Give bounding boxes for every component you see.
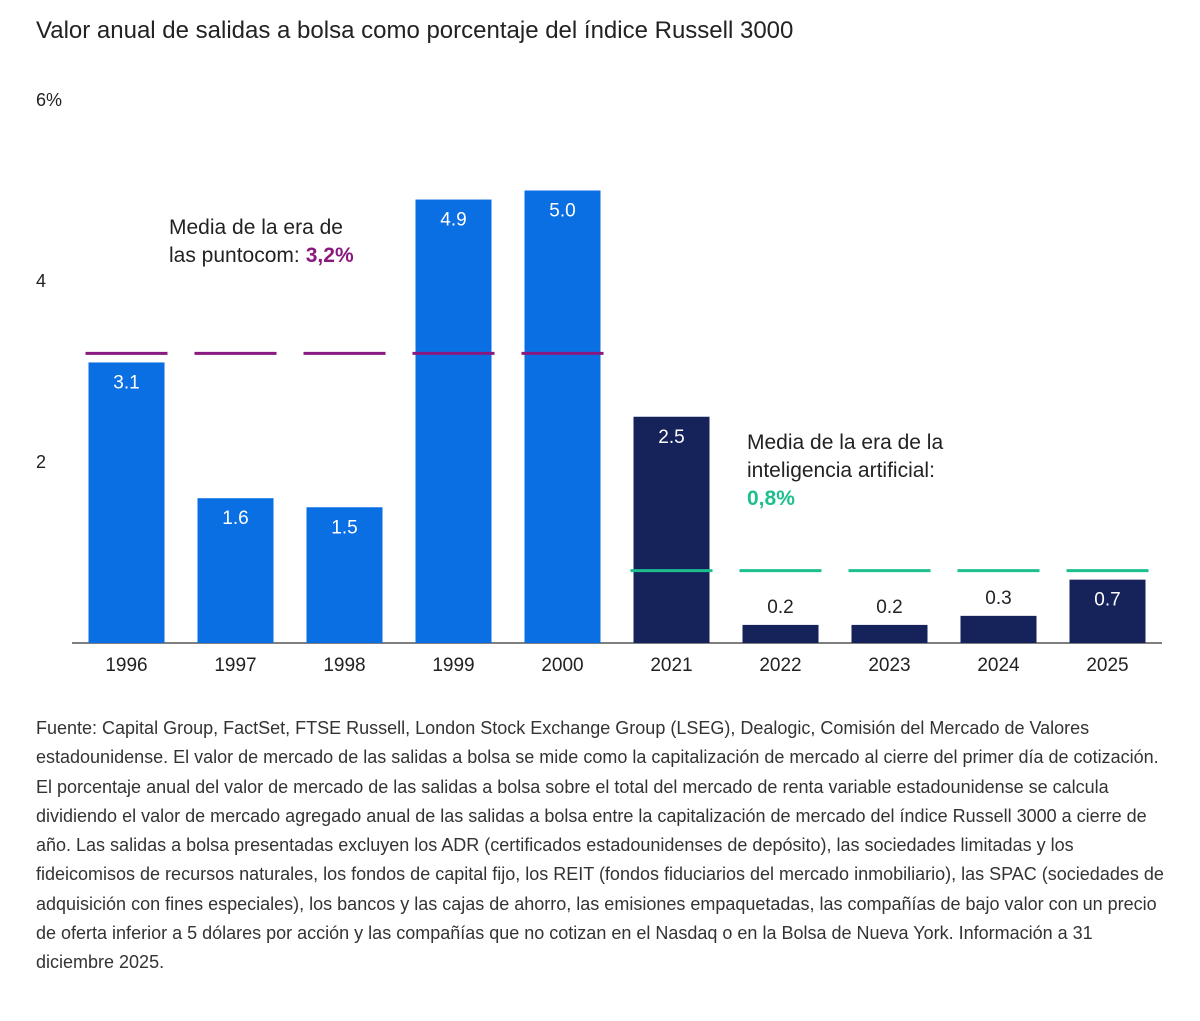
value-label: 0.3 <box>985 588 1011 609</box>
x-tick-label: 1998 <box>323 655 365 676</box>
bar <box>524 190 601 643</box>
bar <box>851 624 928 643</box>
bar <box>306 507 383 643</box>
bar <box>415 199 492 644</box>
x-tick-label: 2025 <box>1086 655 1128 676</box>
value-label: 1.6 <box>222 508 248 529</box>
x-tick-label: 2022 <box>759 655 801 676</box>
value-label: 5.0 <box>549 201 575 222</box>
x-tick-label: 2000 <box>541 655 583 676</box>
x-tick-label: 1999 <box>432 655 474 676</box>
bar <box>960 615 1037 643</box>
mean-label: 3,2% <box>306 244 354 267</box>
value-label: 3.1 <box>113 372 139 393</box>
note-line: Media de la era de la <box>747 431 943 454</box>
x-tick-label: 1996 <box>105 655 147 676</box>
x-tick-label: 2023 <box>868 655 910 676</box>
note-line: las puntocom: <box>169 244 300 267</box>
x-tick-label: 2024 <box>977 655 1020 676</box>
chart-title: Valor anual de salidas a bolsa como porc… <box>36 17 793 44</box>
value-label: 0.7 <box>1094 590 1120 611</box>
footnote: Fuente: Capital Group, FactSet, FTSE Rus… <box>36 718 1164 973</box>
bar <box>197 498 274 643</box>
bar <box>633 416 710 643</box>
bar <box>1069 579 1146 643</box>
note-line: Media de la era de <box>169 216 343 239</box>
chart: Valor anual de salidas a bolsa como porc… <box>36 17 1162 676</box>
y-tick-label: 4 <box>36 271 46 291</box>
mean-label: 0,8% <box>747 487 795 510</box>
bar <box>88 362 165 643</box>
value-label: 2.5 <box>658 427 684 448</box>
bar <box>742 624 819 643</box>
mean-note: Media de la era de las puntocom: 3,2% <box>169 216 354 267</box>
value-label: 4.9 <box>440 210 466 231</box>
x-tick-label: 1997 <box>214 655 256 676</box>
value-label: 0.2 <box>767 597 793 618</box>
mean-note: Media de la era de la inteligencia artifi… <box>747 431 943 510</box>
note-line: inteligencia artificial: <box>747 459 935 482</box>
y-tick-label: 6% <box>36 90 62 110</box>
y-tick-label: 2 <box>36 452 46 472</box>
x-tick-label: 2021 <box>650 655 692 676</box>
value-label: 1.5 <box>331 517 357 538</box>
value-label: 0.2 <box>876 597 902 618</box>
